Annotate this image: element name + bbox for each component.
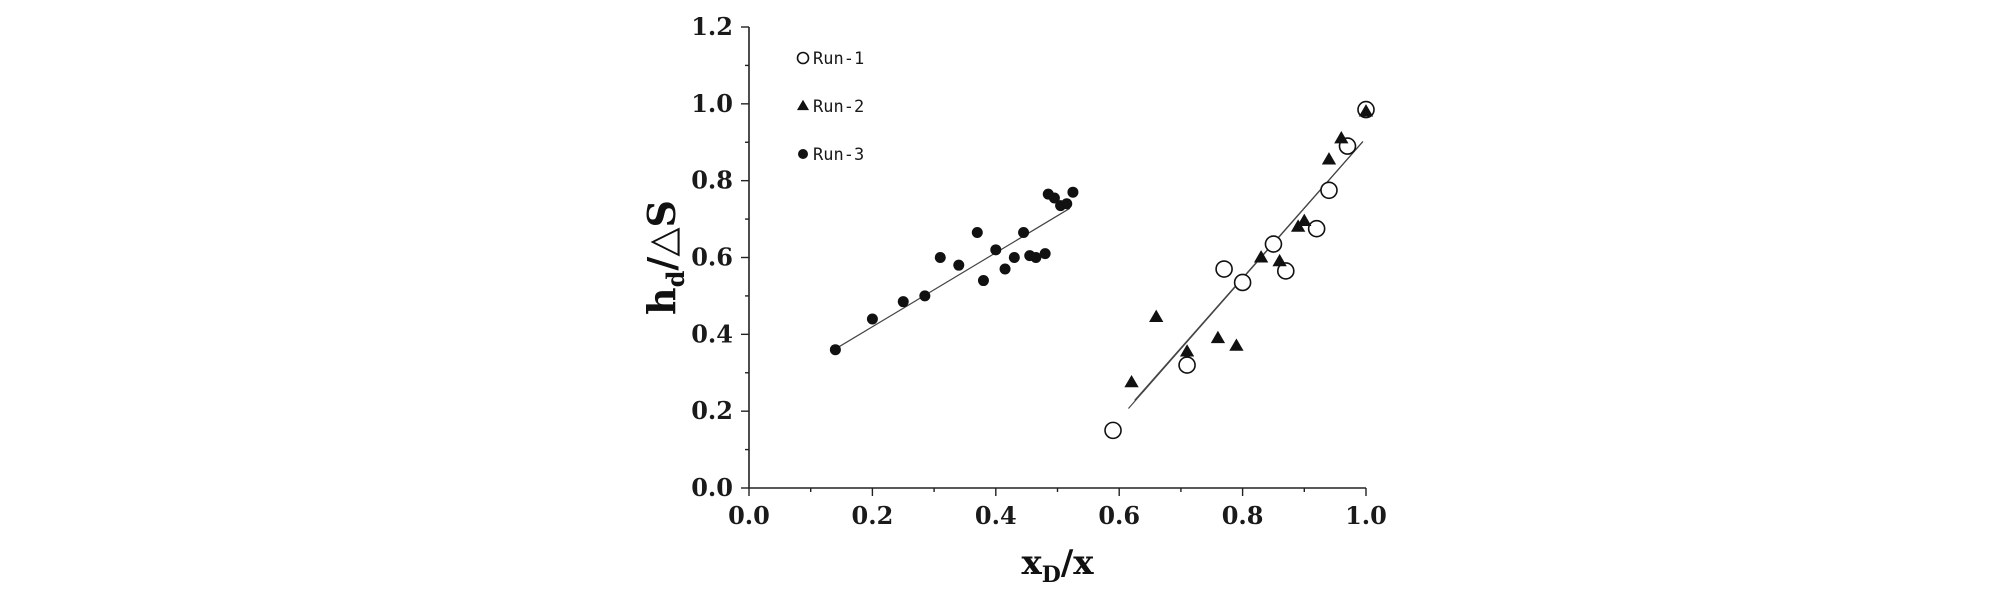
data-point-run-2 <box>1179 344 1195 357</box>
legend-label-run-3: Run-3 <box>813 145 864 165</box>
data-point-run-1 <box>1104 421 1122 440</box>
data-point-run-3 <box>919 290 931 302</box>
y-tick-label: 0.6 <box>691 243 733 272</box>
data-point-run-3 <box>1030 252 1042 263</box>
y-tick-label: 1.2 <box>691 12 733 41</box>
data-point-run-1 <box>1215 260 1233 278</box>
x-axis-title-tail: /x <box>1061 543 1094 583</box>
x-tick-label: 0.2 <box>852 501 894 530</box>
legend-label-run-2: Run-2 <box>813 97 864 117</box>
data-point-run-1 <box>1320 181 1338 200</box>
fit-line-run-2 <box>1134 141 1364 401</box>
x-tick-label: 0.4 <box>975 501 1017 530</box>
data-point-run-3 <box>977 275 989 287</box>
legend-marker-run-3 <box>798 149 808 159</box>
data-point-run-3 <box>999 263 1011 275</box>
data-point-run-3 <box>1067 186 1079 198</box>
x-tick-label: 0.8 <box>1222 501 1264 530</box>
data-point-run-3 <box>897 296 909 308</box>
data-point-run-1 <box>1178 356 1196 374</box>
y-tick-label: 0.4 <box>691 319 733 348</box>
data-point-run-1 <box>1276 262 1295 280</box>
data-point-run-3 <box>971 227 983 239</box>
data-point-run-2 <box>1253 250 1269 263</box>
data-point-run-3 <box>990 244 1002 256</box>
legend-label-run-1: Run-1 <box>813 49 864 69</box>
y-tick-label: 0.8 <box>691 166 733 195</box>
data-point-run-2 <box>1124 374 1139 388</box>
data-point-run-3 <box>953 259 965 271</box>
data-point-run-2 <box>1321 152 1337 165</box>
y-axis-title-tail: /△S <box>639 200 684 271</box>
y-tick-label: 1.0 <box>691 89 733 118</box>
data-point-run-2 <box>1149 309 1164 322</box>
x-tick-label: 1.0 <box>1345 501 1387 530</box>
data-point-run-2 <box>1272 253 1287 267</box>
y-tick-label: 0.0 <box>691 473 733 502</box>
x-axis-ticks: 0.0 0.2 0.4 0.6 0.8 1.0 <box>728 488 1387 530</box>
fit-line-run-3 <box>835 207 1071 350</box>
legend-marker-run-1 <box>796 51 810 65</box>
x-axis-title: xD/x <box>1021 543 1094 588</box>
data-point-run-3 <box>1048 192 1060 204</box>
data-point-run-1 <box>1264 235 1283 253</box>
legend-marker-run-2 <box>796 99 810 111</box>
data-point-run-2 <box>1297 213 1312 226</box>
data-point-run-2 <box>1334 130 1349 144</box>
data-point-run-3 <box>1039 248 1051 260</box>
x-axis-title-main: x <box>1021 543 1042 583</box>
y-axis-title: hd/△S <box>639 200 690 315</box>
legend: Run-1 Run-2 Run-3 <box>796 49 864 165</box>
x-axis-title-subscript: D <box>1042 562 1061 588</box>
data-point-run-1 <box>1307 219 1326 238</box>
data-point-run-3 <box>934 252 946 263</box>
data-markers <box>829 100 1375 440</box>
data-point-run-2 <box>1358 104 1374 117</box>
x-tick-label: 0.6 <box>1098 501 1140 530</box>
y-axis-title-subscript: d <box>661 270 690 287</box>
data-point-run-3 <box>1018 227 1030 239</box>
data-point-run-1 <box>1233 273 1252 292</box>
y-axis-ticks: 0.0 0.2 0.4 0.6 0.8 1.0 1.2 <box>691 12 749 502</box>
y-tick-label: 0.2 <box>691 396 733 425</box>
data-point-run-3 <box>1008 252 1020 263</box>
data-point-run-2 <box>1229 338 1244 351</box>
data-point-run-3 <box>829 344 841 356</box>
x-tick-label: 0.0 <box>728 501 770 530</box>
y-axis-title-main: h <box>639 287 684 315</box>
data-point-run-3 <box>866 313 878 325</box>
data-point-run-2 <box>1210 330 1226 344</box>
data-point-run-3 <box>1061 198 1073 210</box>
